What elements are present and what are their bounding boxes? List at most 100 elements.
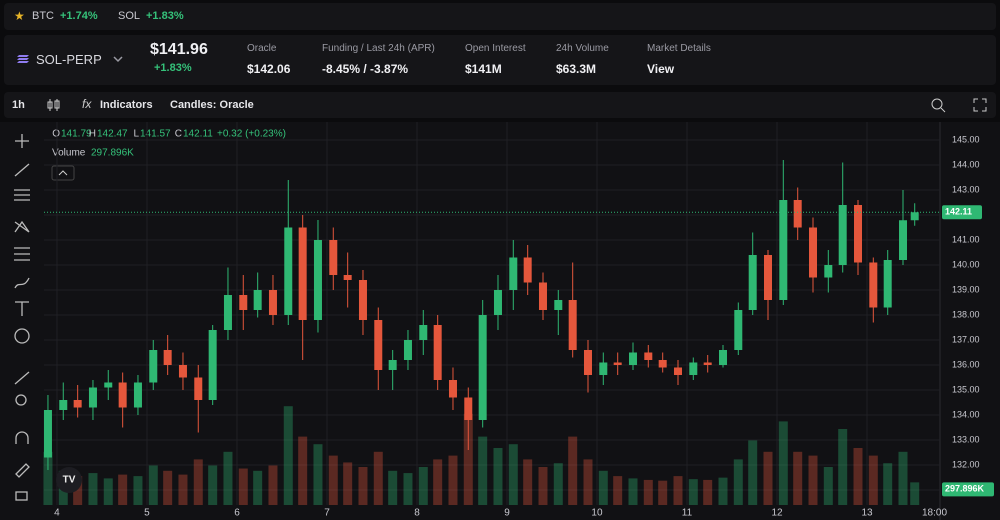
volume-bar: [403, 473, 413, 505]
candle-body: [613, 362, 622, 365]
candle-body: [208, 330, 217, 400]
trendline-tool[interactable]: [14, 163, 30, 177]
volume-bar: [853, 448, 863, 505]
volume-bar: [673, 476, 683, 505]
fullscreen-icon[interactable]: [972, 97, 988, 113]
volume-bar: [43, 451, 53, 505]
ticker-symbol[interactable]: SOL: [118, 10, 141, 22]
plot: 145.00144.00143.00142.00141.00140.00139.…: [43, 122, 994, 519]
chart-background: [0, 122, 1000, 520]
volume-bar: [88, 473, 98, 505]
text-tool[interactable]: [15, 301, 29, 316]
y-tick-label: 137.00: [952, 334, 980, 344]
lock-tool[interactable]: [15, 491, 28, 501]
volume-bar: [733, 459, 743, 505]
ohlc-value: 142.47: [97, 129, 128, 140]
volume-bar: [283, 406, 293, 505]
y-tick-label: 132.00: [952, 459, 980, 469]
star-icon[interactable]: ★: [14, 9, 25, 23]
candle-body: [899, 220, 908, 260]
volume-bar: [253, 470, 263, 505]
volume-bar: [703, 479, 713, 505]
fx-icon[interactable]: fx: [82, 97, 92, 111]
candle-body: [374, 320, 383, 370]
zoom-tool[interactable]: [15, 394, 27, 406]
volume-bar: [373, 451, 383, 505]
lock-drawing-tool[interactable]: [15, 463, 30, 478]
collapse-button[interactable]: [51, 165, 75, 181]
volume-bar: [223, 451, 233, 505]
magnet-tool[interactable]: [15, 431, 29, 444]
ticker-change: +1.83%: [146, 10, 184, 22]
volume-bar: [103, 478, 113, 505]
prediction-tool[interactable]: [14, 247, 30, 261]
volume-bar: [763, 451, 773, 505]
ohlc-letter: O: [52, 129, 60, 140]
volume-bar: [658, 480, 668, 505]
candle-body: [779, 200, 788, 300]
x-tick-label: 7: [324, 508, 330, 519]
candle-body: [403, 340, 412, 360]
volume-bar: [793, 451, 803, 505]
volume-tag-label: 297.896K: [945, 484, 985, 494]
brush-tool[interactable]: [14, 277, 30, 289]
volume-bar: [343, 462, 353, 505]
volume-bar: [178, 474, 188, 505]
volume-bar: [898, 451, 908, 505]
x-tick-label: 10: [591, 508, 603, 519]
candle-body: [388, 360, 397, 370]
volume-bar: [148, 465, 158, 505]
volume-bar: [553, 463, 563, 505]
chevron[interactable]: [112, 54, 124, 64]
volume-bar: [433, 459, 443, 505]
fib-tool[interactable]: [14, 189, 30, 201]
last-price-tag: [942, 205, 982, 220]
volume-bar: [628, 478, 638, 505]
candle-body: [734, 310, 743, 350]
candle-body: [658, 360, 667, 368]
emoji-tool[interactable]: [14, 328, 30, 344]
market-name[interactable]: SOL-PERP: [36, 52, 102, 67]
stat-label: 24h Volume: [556, 43, 609, 54]
last-price-label: 142.11: [945, 207, 972, 217]
stat-value: $141M: [465, 62, 502, 76]
indicators-button[interactable]: Indicators: [100, 99, 153, 111]
volume-legend: Volume: [52, 148, 86, 159]
x-tick-label: 4: [54, 508, 60, 519]
candle-type-icon[interactable]: [46, 97, 62, 113]
stat-value[interactable]: View: [647, 62, 675, 76]
candle-body: [223, 295, 232, 330]
interval[interactable]: 1h: [12, 99, 25, 111]
candle-body: [493, 290, 502, 315]
price-change: +1.83%: [154, 62, 192, 74]
x-tick-label: 18:00: [922, 508, 947, 519]
candle-body: [599, 362, 608, 375]
candle-body: [163, 350, 172, 365]
pattern-tool[interactable]: [14, 220, 30, 233]
candles-source[interactable]: Candles: Oracle: [170, 99, 254, 111]
y-tick-label: 141.00: [952, 234, 980, 244]
volume-bar: [388, 470, 398, 505]
candle-body: [764, 255, 773, 300]
candle-body: [910, 212, 919, 221]
y-tick-label: 139.00: [952, 284, 980, 294]
ticker-symbol[interactable]: BTC: [32, 10, 54, 22]
sol-icon: [17, 55, 29, 63]
measure-tool[interactable]: [14, 371, 30, 385]
volume-bar: [523, 459, 533, 505]
candle-body: [149, 350, 158, 383]
crosshair-tool[interactable]: [15, 134, 29, 148]
market-header: SOL-PERP $141.96 +1.83% Oracle $142.06 Fun…: [4, 35, 996, 85]
volume-bar: [583, 459, 593, 505]
candle-body: [523, 257, 532, 283]
zoom-icon[interactable]: [930, 97, 946, 113]
mark-price: $141.96: [150, 41, 208, 58]
volume-bar: [748, 440, 758, 505]
candle-body: [854, 205, 863, 263]
volume-legend-value: 297.896K: [91, 148, 134, 159]
candle-body: [59, 400, 68, 410]
volume-bar: [268, 465, 278, 505]
y-tick-label: 144.00: [952, 159, 980, 169]
candle-body: [284, 227, 293, 315]
stat-value: $63.3M: [556, 62, 597, 76]
